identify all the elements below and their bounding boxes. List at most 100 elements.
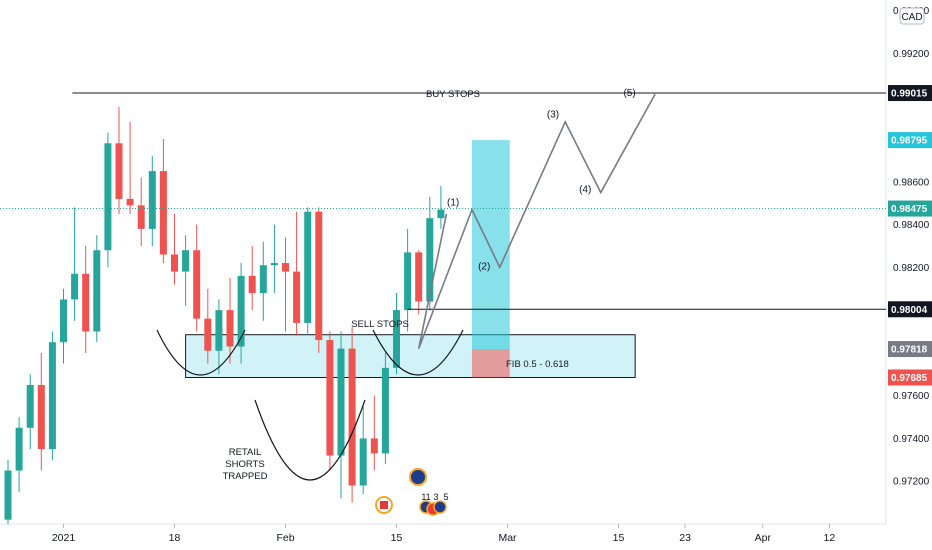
- price-tag-label: 0.98795: [891, 136, 928, 147]
- candle-body: [182, 250, 190, 272]
- candle-body: [115, 143, 123, 199]
- canada-flag-mark: [380, 501, 388, 509]
- candle-body: [48, 342, 56, 450]
- candle-body: [71, 273, 79, 300]
- right-shoulder-arc: [372, 329, 464, 376]
- fib-label: FIB 0.5 - 0.618: [506, 359, 569, 370]
- candle-body: [104, 143, 112, 251]
- candle-body: [270, 263, 278, 266]
- time-tick-label: 2021: [52, 532, 76, 544]
- candle-body: [93, 250, 101, 332]
- candle-body: [293, 271, 301, 323]
- price-tag: [888, 301, 932, 318]
- candle-body: [171, 254, 178, 272]
- candle-body: [348, 348, 356, 486]
- candle-body: [15, 427, 23, 471]
- wave-label: (3): [547, 110, 559, 121]
- candle-body: [37, 384, 45, 450]
- level-lines-layer: [0, 92, 886, 310]
- candle-body: [415, 252, 423, 302]
- position-stop-zone: [471, 349, 510, 378]
- time-tick-label: Mar: [498, 532, 517, 544]
- retail-label-line-1: RETAIL: [229, 447, 262, 458]
- price-tag-label: 0.99015: [891, 89, 928, 100]
- position-target-zone: [471, 140, 510, 350]
- time-tick-label: 23: [679, 532, 691, 544]
- candle-body: [404, 252, 412, 311]
- candle-body: [315, 211, 323, 341]
- event-icon-3[interactable]: [433, 500, 447, 514]
- wave-projection-layer: (1) (2) (3) (4) (5): [417, 88, 656, 349]
- price-tick-label: 0.99200: [893, 49, 930, 60]
- economic-events[interactable]: 11 3 5: [375, 468, 449, 516]
- event-count-1: 11: [421, 492, 430, 502]
- candle-body: [148, 171, 156, 229]
- price-tags-layer: 0.99015 0.98795 0.98475 0.98004 0.97818 0.976…: [888, 85, 932, 386]
- time-tick-label: 12: [824, 532, 836, 544]
- retail-label-line-2: SHORTS: [225, 459, 264, 470]
- sell-stops-label: SELL STOPS: [351, 319, 409, 330]
- price-tag-label: 0.98475: [891, 204, 928, 215]
- candles-layer: [4, 106, 445, 524]
- candle-body: [337, 348, 345, 456]
- candle-body: [82, 273, 90, 332]
- candle-body: [215, 310, 223, 351]
- time-tick-label: 15: [613, 532, 625, 544]
- candle-body: [159, 171, 167, 255]
- candle-body: [126, 198, 134, 206]
- wave-label: (4): [579, 184, 591, 195]
- pattern-arcs-layer: [156, 329, 464, 481]
- candle-body: [437, 209, 445, 219]
- candle-body: [326, 340, 334, 456]
- event-count-2: 3: [433, 492, 438, 502]
- time-tick-label: Apr: [755, 532, 772, 544]
- candle-body: [426, 218, 434, 302]
- price-tag-label: 0.97818: [891, 345, 928, 356]
- price-tick-label: 0.98600: [893, 177, 930, 188]
- australia-flag-icon[interactable]: [409, 468, 427, 486]
- time-tick-label: Feb: [276, 532, 294, 544]
- time-scale[interactable]: 2021 18 Feb 15 Mar 15 23 Apr 12: [52, 524, 836, 544]
- candle-body: [370, 438, 378, 454]
- fib-zone-layer: [185, 334, 636, 378]
- price-tag: [888, 85, 932, 102]
- candle-body: [248, 275, 256, 294]
- price-tick-label: 0.97200: [893, 477, 930, 488]
- retail-label-line-3: TRAPPED: [223, 471, 268, 482]
- price-tag: [888, 132, 932, 149]
- currency-badge[interactable]: [899, 7, 925, 25]
- price-tick-label: 0.97600: [893, 391, 930, 402]
- candle-body: [226, 310, 234, 347]
- fib-zone-box: [185, 334, 636, 378]
- price-tag-label: 0.98004: [891, 305, 928, 316]
- position-box-layer: [471, 140, 510, 378]
- wave-label: (5): [623, 88, 635, 99]
- wave-projection-path: [417, 93, 656, 349]
- candle-body: [259, 265, 267, 294]
- price-tag: [888, 341, 932, 358]
- candle-body: [193, 250, 201, 319]
- candle-body: [381, 367, 389, 454]
- price-tag: [888, 200, 932, 217]
- wave-label: (1): [447, 197, 459, 208]
- price-tick-label: 0.98200: [893, 263, 930, 274]
- price-tag-label: 0.97685: [891, 373, 928, 384]
- time-tick-label: 15: [391, 532, 403, 544]
- candle-body: [4, 470, 12, 520]
- head-arc: [254, 399, 366, 481]
- candle-body: [282, 263, 289, 272]
- candle-body: [304, 211, 312, 323]
- candle-body: [26, 384, 34, 428]
- candle-body: [137, 205, 145, 229]
- candle-body: [237, 275, 245, 347]
- candle-body: [359, 438, 367, 486]
- buy-stops-label: BUY STOPS: [426, 89, 480, 100]
- event-count-3: 5: [443, 492, 448, 502]
- candle-body: [393, 310, 400, 368]
- price-tick-label: 0.98400: [893, 220, 930, 231]
- time-tick-label: 18: [169, 532, 181, 544]
- price-tick-label: 0.97400: [893, 434, 930, 445]
- currency-badge-label: CAD: [901, 12, 922, 23]
